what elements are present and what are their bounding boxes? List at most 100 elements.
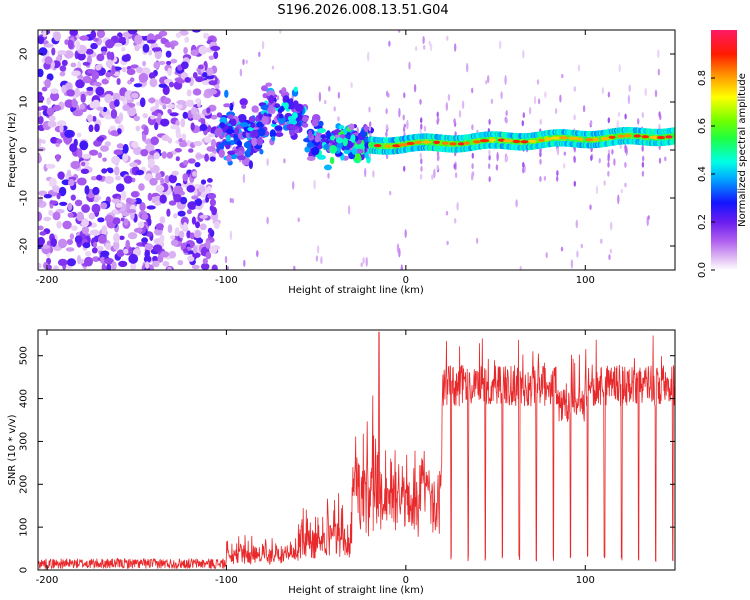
spectrogram-cell — [471, 152, 474, 159]
spectrogram-cell — [415, 46, 418, 51]
spectrogram-cell — [619, 144, 622, 149]
spectrogram-cell — [649, 135, 659, 139]
spectrogram-cell — [38, 225, 44, 231]
spectrogram-cell — [46, 107, 55, 116]
spectrogram-cell — [56, 120, 67, 127]
spectrogram-cell — [169, 112, 179, 117]
spectrogram-cell — [193, 141, 203, 146]
spectrogram-cell — [159, 194, 167, 204]
spectrogram-cell — [545, 252, 548, 259]
spectrogram-cell — [111, 155, 121, 165]
spectrogram-cell — [503, 139, 513, 143]
spectrogram-cell — [184, 77, 191, 83]
spectrogram-cell — [420, 123, 423, 130]
spectrogram-cell — [311, 119, 319, 127]
spectrogram-cell — [191, 264, 200, 270]
spectrogram-cell — [539, 158, 542, 165]
spectrogram-cell — [266, 216, 269, 225]
snr-x-label: Height of straight line (km) — [288, 585, 424, 596]
spectrogram-cell — [122, 143, 129, 154]
spectrogram-cell — [194, 162, 201, 168]
spectrogram-cell — [118, 112, 124, 122]
spectrogram-cell — [522, 167, 525, 174]
spectrogram-cell — [446, 35, 449, 41]
spectrogram-cell — [180, 118, 186, 128]
spectrogram-cell — [166, 208, 171, 217]
spectrogram-cell — [279, 30, 282, 34]
spectrogram-cell — [488, 118, 491, 125]
spectrogram-cell — [183, 47, 188, 55]
spectrogram-cell — [195, 221, 200, 229]
spectrogram-cell — [419, 152, 422, 159]
spectrogram-cell — [199, 223, 207, 231]
spectrogram-cell — [297, 217, 300, 223]
spectrogram-cell — [111, 65, 116, 75]
spectrogram-cell — [208, 80, 218, 86]
spectrogram-cell — [116, 128, 122, 135]
spectrogram-cell — [242, 58, 245, 66]
spectrogram-cell — [337, 91, 341, 99]
spectrogram-cell — [671, 133, 675, 139]
spectrogram-cell — [77, 52, 86, 61]
spectrogram-cell — [192, 113, 201, 121]
spectrogram-cell — [624, 161, 627, 168]
spectrogram-cell — [226, 154, 232, 162]
spectrogram-cell — [372, 170, 375, 178]
spectrogram-cell — [95, 64, 102, 71]
spectrogram-cell — [97, 234, 107, 244]
snr-y-ticks: 0 100 200 300 400 500 — [19, 346, 675, 573]
spectrogram-cell — [38, 95, 45, 103]
spectrogram-cell — [539, 147, 542, 154]
spectrogram-cell — [224, 255, 228, 264]
y-tick-label: 20 — [19, 48, 30, 61]
spectrogram-cell — [601, 87, 605, 95]
spectrogram-cell — [96, 136, 105, 142]
spectrogram-cell — [210, 138, 217, 149]
spectrogram-cell — [351, 147, 358, 155]
spectrogram-cell — [182, 111, 188, 119]
spectrogram-cell — [335, 137, 344, 144]
spectrogram-cell — [445, 210, 449, 216]
spectrogram-cell — [143, 255, 152, 263]
spectrogram-cell — [50, 88, 59, 94]
spectrogram-cell — [59, 71, 66, 77]
spectrogram-cell — [210, 114, 218, 120]
spectrogram-cell — [258, 51, 261, 58]
spectrogram-cell — [92, 241, 98, 248]
spectrogram-cell — [324, 164, 332, 171]
spectrogram-cell — [138, 183, 145, 191]
spectrogram-cell — [271, 136, 276, 142]
spectrogram-cell — [338, 125, 345, 130]
spectrogram-cell — [489, 138, 497, 142]
spectrogram-cell — [115, 175, 122, 181]
spectrogram-cell — [199, 214, 208, 219]
spectrogram-cell — [59, 65, 67, 72]
spectrogram-cell — [143, 125, 149, 136]
spectrogram-cell — [195, 154, 206, 159]
spectrogram-cell — [406, 119, 409, 130]
spectrogram-cell — [148, 72, 156, 79]
spectrogram-cell — [385, 124, 389, 131]
spectrogram-cell — [287, 103, 296, 110]
spectrogram-cell — [671, 127, 675, 134]
spectrogram-cell — [365, 256, 368, 267]
spectrogram-cell — [72, 110, 83, 117]
spectrogram-cell — [350, 82, 353, 89]
spectrogram-cell — [544, 91, 547, 98]
spectrogram-cell — [76, 255, 82, 265]
spectrogram-cell — [637, 118, 640, 125]
spectrogram-cell — [154, 200, 160, 206]
spectrogram-cell — [64, 82, 72, 90]
spectrogram-cell — [150, 115, 156, 120]
x-tick-label: -100 — [215, 275, 238, 286]
spectrogram-cell — [570, 259, 574, 269]
spectrogram-cell — [130, 64, 139, 69]
spectrogram-cell — [189, 232, 195, 240]
spectrogram-cell — [453, 118, 456, 125]
spectrogram-cell — [95, 86, 105, 96]
spectrogram-cell — [251, 137, 258, 147]
spectrogram-cell — [90, 30, 97, 40]
spectrogram-cell — [139, 97, 146, 108]
spectrogram-cell — [248, 160, 253, 170]
